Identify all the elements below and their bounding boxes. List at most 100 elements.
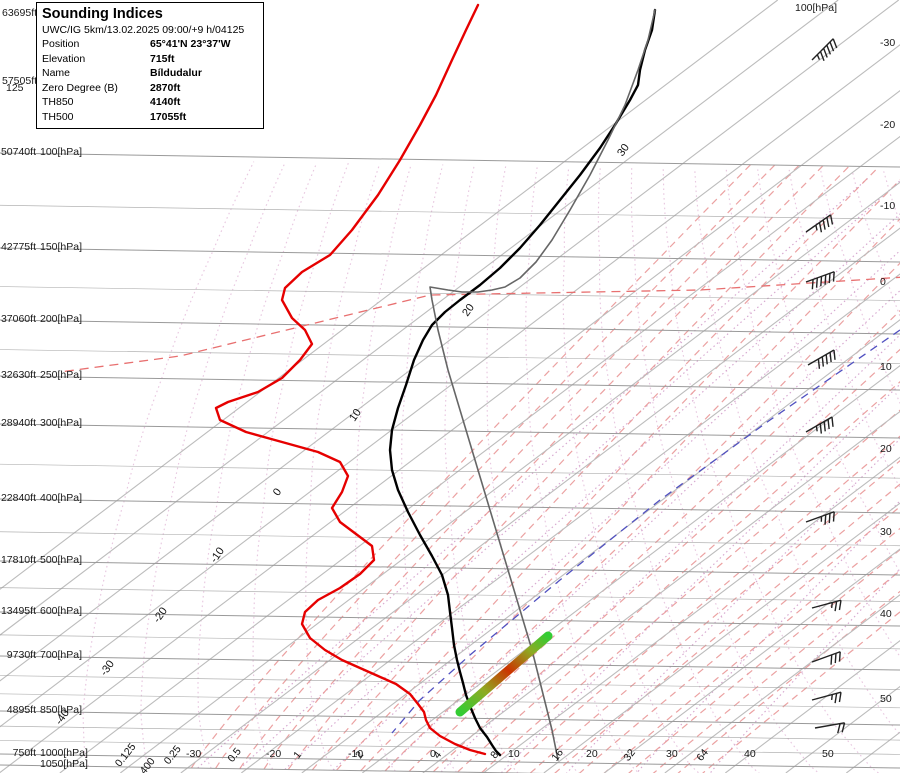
mixing-ratio-line [384,289,900,772]
isobar-lines [0,152,900,773]
pressure-label: 400[hPa] [40,492,83,504]
panel-row-key: TH500 [42,110,74,123]
barb-full [818,222,823,233]
right-temp-tick: -30 [880,37,896,49]
altitude-label: 42775ft [0,241,36,253]
mixing-ratio-label: 0.25 [162,743,184,767]
barb-full [828,513,831,524]
curve-parcel [429,9,656,761]
wetbulb-zero-line [391,329,900,734]
dry-adiabat-lines [82,161,900,773]
moist-adiabat [603,527,900,773]
isotherm-label: 10 [347,407,364,424]
pressure-label: 100[hPa] [40,146,83,158]
panel-row-key: TH850 [42,96,74,108]
bottom-temp-tick: 20 [586,748,598,760]
isobar-line [0,753,900,769]
panel-row: Zero Degree (B) 2870ft [42,81,258,96]
barb-full [820,276,823,287]
mixing-ratio-lines [197,177,900,773]
barb-full [829,352,832,363]
bottom-temp-tick: 30 [666,748,678,760]
barb-full [834,653,837,664]
moist-adiabat [628,549,900,773]
pressure-label: 700[hPa] [40,649,83,661]
top-left-pressure-label: 125 [6,82,24,94]
shear-vector-line [455,631,553,717]
moist-adiabat [190,164,751,769]
wind-barb [807,349,836,369]
isobar-line-minor [0,740,900,755]
panel-row-key: Name [42,67,71,79]
moist-adiabat-lines [190,164,900,773]
panel-row-value: Bíldudalur [150,67,202,79]
altitude-label: 17810ft [0,554,36,566]
dry-adiabat [140,161,286,768]
isotherm-line [604,548,900,773]
bottom-temp-tick: 0 [430,748,436,760]
isotherm-line [483,456,900,773]
right-temp-tick: 40 [880,608,892,620]
mixing-ratio-line [440,334,900,773]
barb-full [832,38,838,49]
altitude-label: 37060ft [0,313,36,325]
barb-half [815,425,818,432]
isotherm-label: 30 [615,142,632,159]
freezing-level-line [59,276,900,373]
barb-half [830,694,833,700]
isotherm-line [180,227,900,773]
isobar-line [0,423,900,439]
barb-full [833,349,836,360]
right-temp-tick: -10 [880,200,896,212]
isobar-line [0,375,900,391]
barb-full [832,271,835,282]
altitude-label: 4895ft [6,704,36,716]
moist-adiabat [360,218,900,772]
panel-row-key: Position [42,38,80,50]
isotherm-label: -20 [151,605,170,625]
sounding-curves [214,3,657,761]
bottom-temp-tick: 10 [508,748,520,760]
barb-full [819,51,825,61]
isotherm-line [664,594,900,773]
dry-adiabat [401,164,458,773]
isobar-line-minor [0,204,900,220]
pressure-label: 1000[hPa] [40,747,88,759]
wind-barb [811,651,841,665]
mixing-ratio-line [332,249,900,771]
bottom-temp-tick: 40 [744,748,756,760]
isobar-line-minor [0,693,900,709]
wind-barb [805,416,834,434]
isobar-line [0,655,900,671]
moist-adiabat [652,570,900,773]
isobar-line [0,319,900,335]
panel-row-value: 4140ft [150,96,181,108]
isotherm-label: -10 [208,545,227,565]
mixing-ratio-line [566,438,900,773]
altitude-label: 750ft [12,747,36,759]
altitude-label: 13495ft [0,605,36,617]
barb-full [838,692,842,703]
wind-barb [805,511,835,525]
moist-adiabat [702,611,900,773]
mixing-ratio-line [239,179,900,770]
bottom-temp-tick: -20 [266,748,282,760]
barb-full [811,279,814,290]
isobar-line-minor [0,675,900,690]
altitude-label: 63695ft [2,7,38,19]
right-temp-tick: 20 [880,443,892,455]
isobar-line-minor [0,587,900,603]
right-temp-tick: 0 [880,276,886,288]
barb-full [824,514,827,525]
wind-barb [811,599,842,612]
moist-adiabat [432,348,900,773]
panel-row: TH850 4140ft [42,95,258,110]
isobar-line [0,560,900,576]
wind-barb-column [805,38,846,734]
curve-dewpoint [214,3,487,756]
panel-row: Position 65°41'N 23°37'W [42,37,258,52]
right-temp-tick: 30 [880,526,892,538]
dry-adiabat [444,164,519,773]
